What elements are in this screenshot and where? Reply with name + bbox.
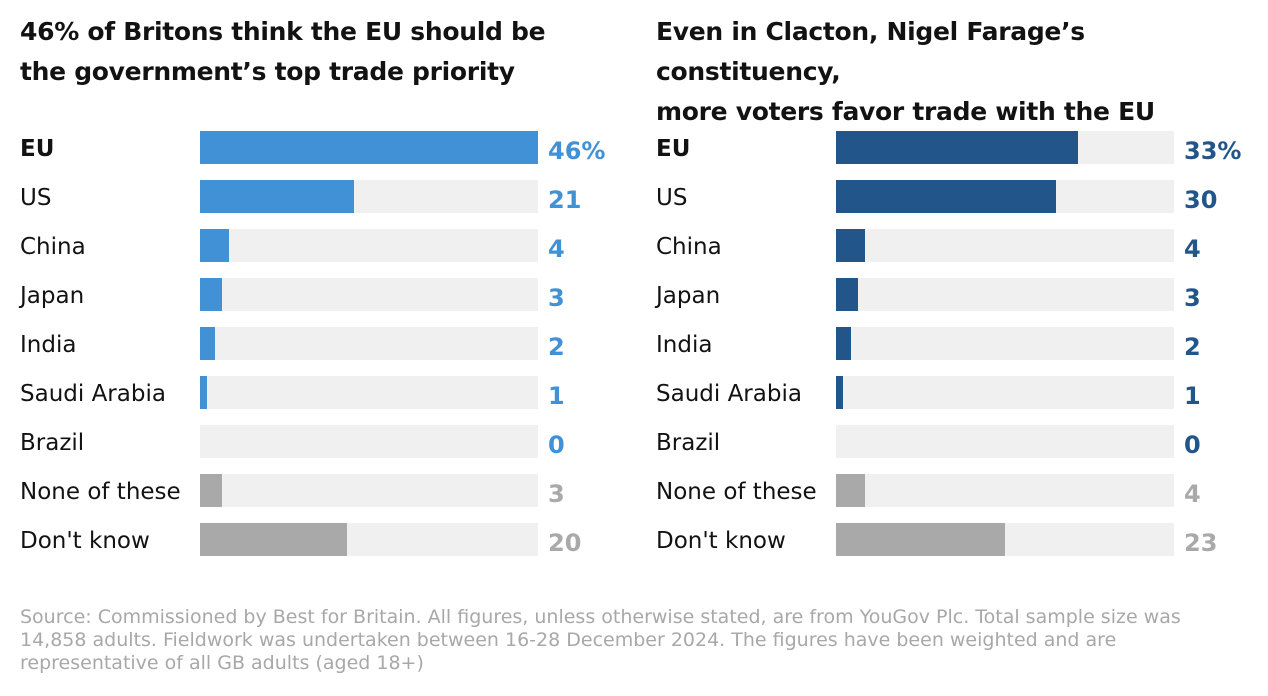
value-label: 3 — [1184, 284, 1201, 312]
bar — [836, 474, 866, 507]
right-bar-row-don-t-know: Don't know 23 — [656, 523, 1256, 572]
bar-track — [200, 229, 538, 262]
value-label: 2 — [548, 333, 565, 361]
value-label: 4 — [1184, 480, 1201, 508]
bar — [200, 474, 223, 507]
bar-track — [200, 523, 538, 556]
value-label: 3 — [548, 480, 565, 508]
category-label: Don't know — [20, 528, 150, 554]
bar-track — [836, 131, 1174, 164]
left-bar-row-saudi-arabia: Saudi Arabia 1 — [20, 376, 620, 425]
value-label: 21 — [548, 186, 582, 214]
value-label: 4 — [548, 235, 565, 263]
right-bar-row-eu: EU 33% — [656, 131, 1256, 180]
bar — [200, 327, 215, 360]
right-bar-row-us: US 30 — [656, 180, 1256, 229]
bar-track — [836, 229, 1174, 262]
bar-track — [836, 523, 1174, 556]
left-bar-row-us: US 21 — [20, 180, 620, 229]
category-label: Don't know — [656, 528, 786, 554]
source-note: Source: Commissioned by Best for Britain… — [20, 606, 1181, 674]
bar — [836, 523, 1005, 556]
category-label: Japan — [20, 283, 85, 309]
value-label: 2 — [1184, 333, 1201, 361]
value-label: 1 — [1184, 382, 1201, 410]
category-label: US — [656, 185, 688, 211]
bar-track — [836, 474, 1174, 507]
category-label: Brazil — [20, 430, 85, 456]
left-bar-row-don-t-know: Don't know 20 — [20, 523, 620, 572]
value-label: 1 — [548, 382, 565, 410]
right-chart-title: Even in Clacton, Nigel Farage’s constitu… — [656, 12, 1256, 132]
bar — [836, 229, 866, 262]
value-label: 0 — [548, 431, 565, 459]
category-label: Saudi Arabia — [20, 381, 166, 407]
bar — [200, 229, 230, 262]
left-bar-row-japan: Japan 3 — [20, 278, 620, 327]
left-bar-row-brazil: Brazil 0 — [20, 425, 620, 474]
bar-track — [200, 474, 538, 507]
bar — [200, 523, 347, 556]
right-bar-row-none-of-these: None of these 4 — [656, 474, 1256, 523]
left-chart-title-line-1: 46% of Britons think the EU should be — [20, 17, 546, 46]
right-chart-title-line-2: more voters favor trade with the EU — [656, 97, 1155, 126]
bar-track — [836, 327, 1174, 360]
bar — [200, 180, 355, 213]
bar-track — [836, 376, 1174, 409]
right-bar-row-india: India 2 — [656, 327, 1256, 376]
bar — [200, 376, 208, 409]
left-bar-row-eu: EU 46% — [20, 131, 620, 180]
value-label: 33% — [1184, 137, 1242, 165]
bar-track — [200, 131, 538, 164]
left-bar-row-china: China 4 — [20, 229, 620, 278]
category-label: EU — [656, 136, 691, 162]
bar-track — [200, 180, 538, 213]
right-bar-row-china: China 4 — [656, 229, 1256, 278]
category-label: Brazil — [656, 430, 721, 456]
value-label: 20 — [548, 529, 582, 557]
category-label: China — [20, 234, 86, 260]
bar-track — [200, 425, 538, 458]
bar — [836, 180, 1057, 213]
bar-track — [836, 425, 1174, 458]
bar — [200, 278, 223, 311]
value-label: 30 — [1184, 186, 1218, 214]
left-bar-row-none-of-these: None of these 3 — [20, 474, 620, 523]
bar — [836, 376, 844, 409]
category-label: None of these — [20, 479, 181, 505]
category-label: None of these — [656, 479, 817, 505]
bar — [836, 327, 851, 360]
left-chart-title: 46% of Britons think the EU should be th… — [20, 12, 620, 92]
left-chart-bars: EU 46% US 21 China 4 Japan 3 India 2 Saudi Arabia 1… — [20, 131, 620, 572]
right-bar-row-japan: Japan 3 — [656, 278, 1256, 327]
value-label: 3 — [548, 284, 565, 312]
category-label: US — [20, 185, 52, 211]
bar-track — [200, 376, 538, 409]
right-chart-bars: EU 33% US 30 China 4 Japan 3 India 2 Saudi Arabia 1… — [656, 131, 1256, 572]
bar — [836, 278, 859, 311]
value-label: 4 — [1184, 235, 1201, 263]
value-label: 46% — [548, 137, 606, 165]
right-bar-row-saudi-arabia: Saudi Arabia 1 — [656, 376, 1256, 425]
value-label: 23 — [1184, 529, 1218, 557]
bar — [200, 131, 538, 164]
category-label: EU — [20, 136, 55, 162]
right-bar-row-brazil: Brazil 0 — [656, 425, 1256, 474]
category-label: India — [656, 332, 713, 358]
bar-track — [200, 327, 538, 360]
category-label: Japan — [656, 283, 721, 309]
category-label: China — [656, 234, 722, 260]
bar-track — [200, 278, 538, 311]
left-chart-title-line-2: the government’s top trade priority — [20, 57, 515, 86]
bar — [836, 131, 1079, 164]
value-label: 0 — [1184, 431, 1201, 459]
right-chart-title-line-1: Even in Clacton, Nigel Farage’s constitu… — [656, 17, 1085, 86]
left-bar-row-india: India 2 — [20, 327, 620, 376]
category-label: India — [20, 332, 77, 358]
category-label: Saudi Arabia — [656, 381, 802, 407]
bar-track — [836, 278, 1174, 311]
bar-track — [836, 180, 1174, 213]
